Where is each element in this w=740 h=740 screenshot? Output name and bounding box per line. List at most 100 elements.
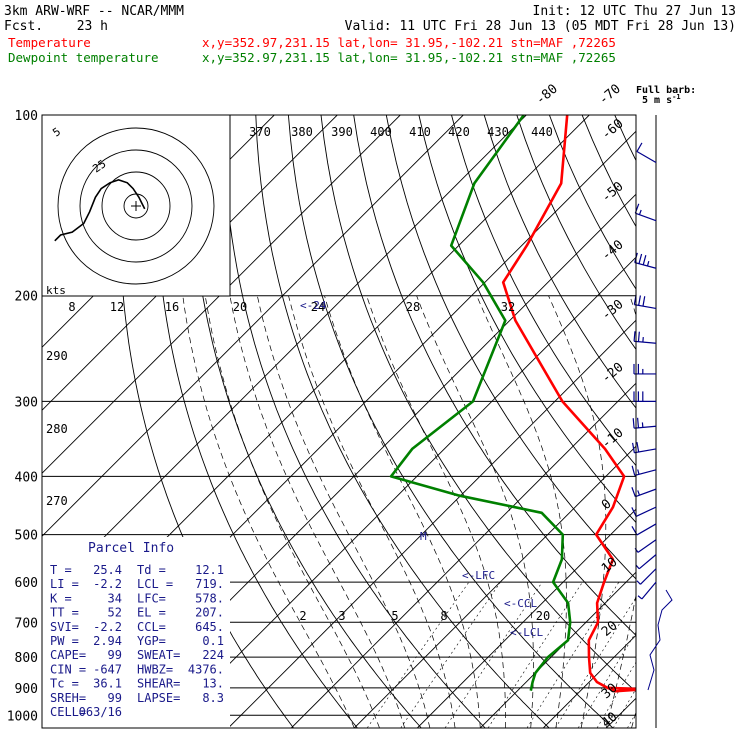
isotherm-line <box>290 382 636 728</box>
barb-legend-line2: 5 m s-1 <box>642 93 681 106</box>
parcel-info-cell: 063/16 <box>79 705 122 719</box>
parcel-info-cell: 34 <box>108 591 122 605</box>
parcel-info-cell: Td = <box>137 563 166 577</box>
legend-temperature-info: x,y=352.97,231.15 lat,lon= 31.95,-102.21… <box>202 35 616 50</box>
surface-temperature-hook <box>607 686 636 693</box>
dry-adiabat <box>548 115 636 290</box>
parcel-info-cell: 2.94 <box>93 634 122 648</box>
profile-lines <box>389 115 636 693</box>
profile-dewpoint-temperature <box>389 115 572 691</box>
legend-dewpoint: Dewpoint temperature <box>8 50 159 65</box>
barb-legend-unit: 5 m s <box>642 95 672 106</box>
mixing-ratio-line <box>577 631 636 728</box>
isotherm-line <box>416 508 636 728</box>
wind-barb-flag <box>631 487 636 497</box>
wind-barb-flag <box>638 209 642 215</box>
parcel-info-frame <box>42 537 230 728</box>
dry-adiabat <box>451 115 636 467</box>
parcel-info-cell: CAPE= <box>50 648 86 662</box>
level-marker: M <box>420 530 427 543</box>
dry-adiabat <box>222 115 486 728</box>
pressure-label: 400 <box>15 470 38 485</box>
isotherm-line <box>42 115 464 537</box>
hodograph-trace <box>54 179 146 242</box>
moist-adiabat <box>416 295 534 728</box>
dry-adiabat <box>680 115 740 728</box>
hodograph-kts-label: kts <box>46 284 66 297</box>
isotherm-label: -80 <box>533 81 561 108</box>
theta-label: 400 <box>370 125 392 139</box>
isotherm-label: -60 <box>599 116 627 143</box>
isotherm-label: 20 <box>599 618 621 640</box>
parcel-info-cell: TT = <box>50 606 79 620</box>
dry-adiabat <box>287 115 614 728</box>
forecast-label: Fcst. <box>4 19 43 34</box>
pressure-label: 200 <box>15 290 38 305</box>
parcel-info-cell: 13. <box>202 677 224 691</box>
wind-barb-staff <box>637 539 657 553</box>
parcel-info-cell: SHEAR= <box>137 677 180 691</box>
dry-adiabat <box>320 115 636 693</box>
parcel-info-cell: 8.3 <box>202 691 224 705</box>
init-time: Init: 12 UTC Thu 27 Jun 13 <box>533 4 737 19</box>
mixing-ratio-low-label: 3 <box>338 609 345 623</box>
level-marker: <-24 <box>300 299 327 312</box>
pressure-label: 300 <box>15 395 38 410</box>
wind-barb-flag <box>631 465 636 476</box>
theta-side-label: 270 <box>46 494 68 508</box>
pressure-label: 500 <box>15 529 38 544</box>
theta-label: 370 <box>249 125 271 139</box>
dry-adiabat <box>385 115 636 580</box>
parcel-info-cell: 99 <box>108 648 122 662</box>
parcel-info-cell: LI = <box>50 577 79 591</box>
theta-label: 430 <box>487 125 509 139</box>
moist-adiabat <box>204 295 380 728</box>
wind-barb-staff <box>635 212 657 222</box>
isotherm-line <box>42 115 527 600</box>
parcel-info-cell: 224 <box>202 648 224 662</box>
forecast-hour: 23 h <box>77 19 108 34</box>
wind-barb-flag <box>636 142 643 152</box>
parcel-info-cell: SREH= <box>50 691 86 705</box>
pressure-label: 900 <box>15 682 38 697</box>
parcel-info-cell: CELL= <box>50 705 86 719</box>
moist-adiabat <box>476 295 567 728</box>
parcel-info-cell: 578. <box>195 591 224 605</box>
isotherm-label: -30 <box>599 297 627 324</box>
wind-barb-flag <box>632 442 635 453</box>
level-marker: <-LCL <box>510 626 543 639</box>
parcel-info-cell: 4376. <box>188 662 224 676</box>
mixing-ratio-line <box>526 581 620 728</box>
wind-barb-staff <box>635 488 657 498</box>
wind-barb-staff <box>635 506 657 517</box>
wind-barb-staff <box>641 581 657 600</box>
wind-barb-column <box>631 115 673 728</box>
moist-adiabat <box>288 295 456 728</box>
dry-adiabat <box>255 115 550 728</box>
level-marker: <-CCL <box>504 597 537 610</box>
isotherm-line <box>605 697 636 728</box>
mixing-ratio-label: 32 <box>501 300 515 314</box>
wind-barb-flag <box>631 507 637 517</box>
moist-adiabat <box>229 295 406 728</box>
parcel-info-cell: CIN = <box>50 662 86 676</box>
wind-barb-staff <box>638 554 657 570</box>
mixing-ratio-line <box>596 661 636 728</box>
parcel-info-cell: 99 <box>108 691 122 705</box>
wind-barb-flag <box>636 417 640 428</box>
isotherm-line <box>732 115 740 728</box>
mixing-ratio-label: 28 <box>406 300 420 314</box>
hodograph-ring <box>57 127 215 285</box>
dry-adiabat <box>713 115 740 728</box>
pressure-label: 800 <box>15 651 38 666</box>
wind-barb-flag <box>642 255 647 265</box>
isotherm-line <box>353 445 636 728</box>
moist-adiabat <box>548 295 607 728</box>
dry-adiabat <box>155 115 358 728</box>
barb-legend-line1: Full barb: <box>636 85 696 96</box>
isotherm-line <box>164 256 636 728</box>
mixing-ratio-line <box>366 581 470 728</box>
parcel-info-cell: Tc = <box>50 677 79 691</box>
parcel-info-cell: YGP= <box>137 634 166 648</box>
dry-adiabat <box>647 115 740 728</box>
